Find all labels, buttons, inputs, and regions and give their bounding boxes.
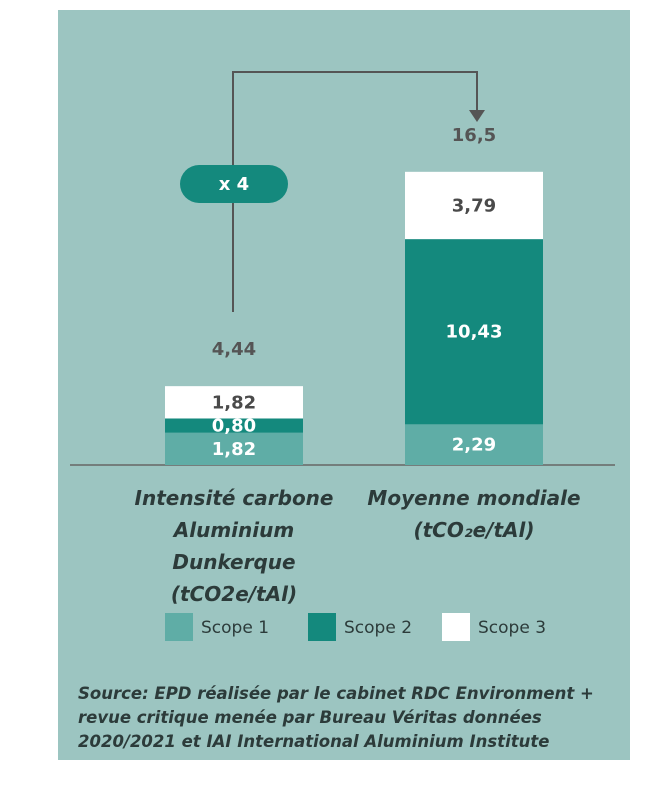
bar-segment: [165, 418, 303, 433]
value-label: 3,79: [452, 195, 496, 216]
value-label: 10,43: [446, 322, 503, 343]
total-label: 4,44: [212, 339, 256, 360]
category-label: Intensité carbone Aluminium Dunkerque (t…: [134, 486, 334, 606]
legend-label: Scope 1: [201, 618, 269, 638]
legend-label: Scope 3: [478, 618, 546, 638]
legend-label: Scope 2: [344, 618, 412, 638]
bar-segment: [165, 386, 303, 419]
source-note: Source: EPD réalisée par le cabinet RDC …: [78, 684, 594, 751]
arrow-head: [469, 110, 485, 122]
annotation-badge: [180, 165, 288, 203]
bar-segment: [405, 239, 543, 425]
bar-segment: [405, 171, 543, 240]
category-label: Moyenne mondiale (tCO₂e/tAl): [367, 486, 581, 542]
bar-segment: [165, 432, 303, 465]
total-label: 16,5: [452, 125, 496, 146]
value-label: 0,80: [212, 416, 256, 437]
value-label: 2,29: [452, 435, 496, 456]
annotation: x 4: [219, 174, 249, 195]
value-label: 1,82: [212, 439, 256, 460]
value-label: 1,82: [212, 392, 256, 413]
bar-segment: [405, 424, 543, 465]
legend-swatch: [308, 613, 336, 641]
legend-swatch: [165, 613, 193, 641]
legend-swatch: [442, 613, 470, 641]
